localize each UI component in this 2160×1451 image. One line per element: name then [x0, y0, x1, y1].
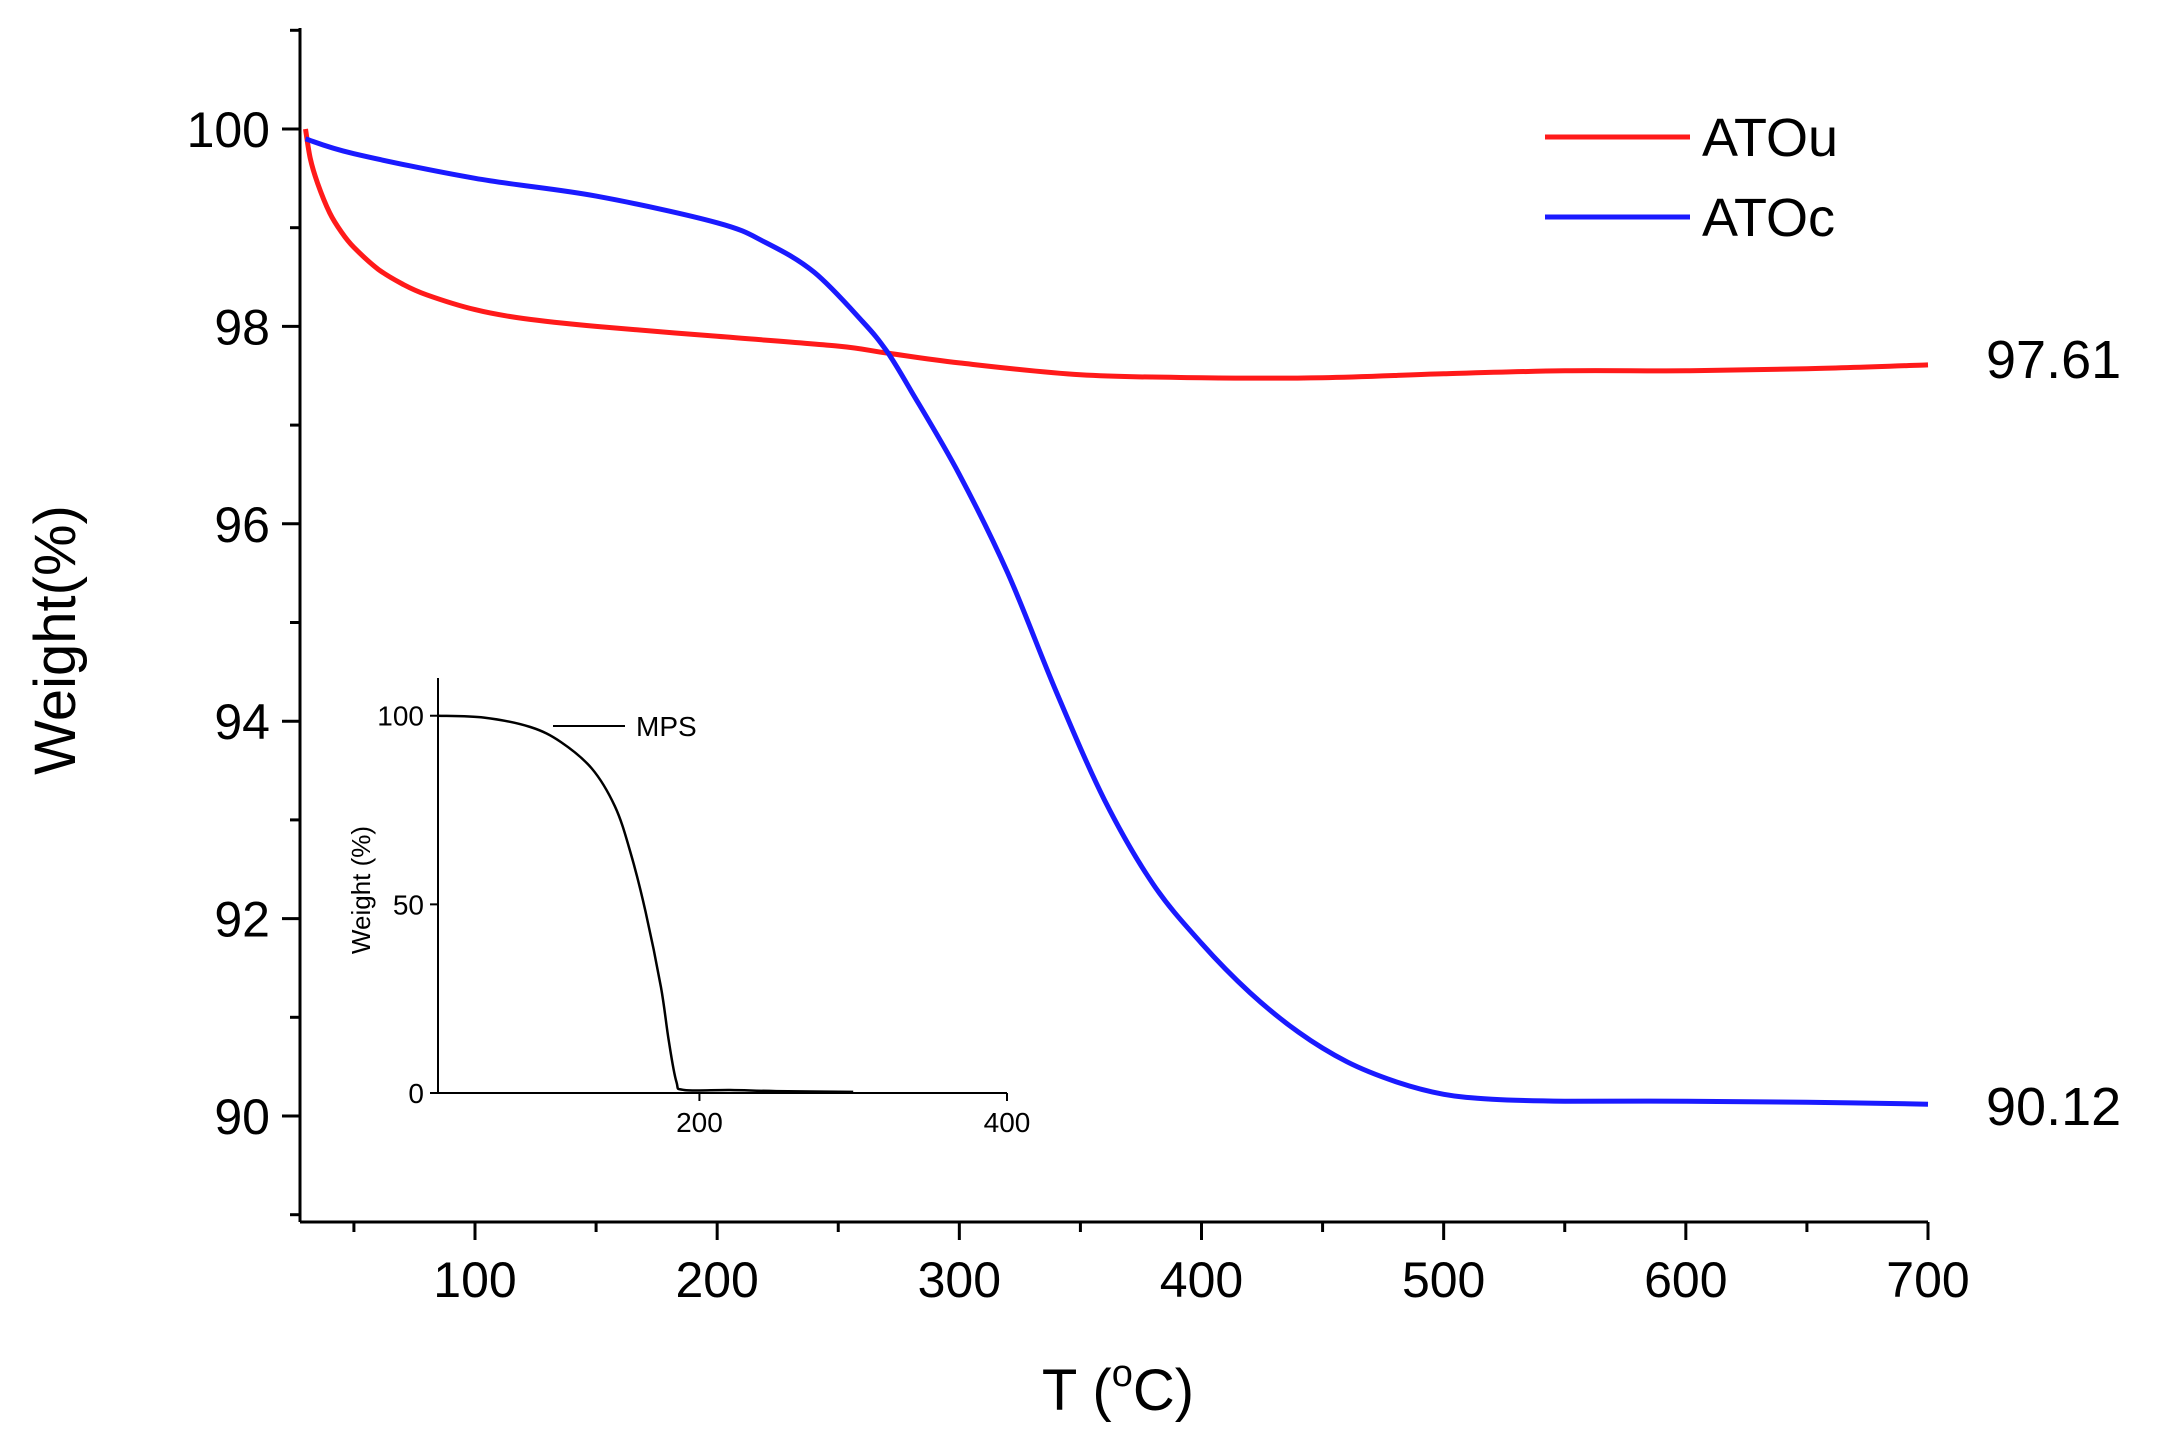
inset-y-tick-label: 0 — [408, 1078, 424, 1109]
inset-chart: 200 400 0 50 100 Weight (%) MPS — [346, 678, 1030, 1138]
x-tick-label: 400 — [1160, 1252, 1243, 1308]
y-tick-label: 92 — [214, 892, 270, 948]
y-tick-label: 94 — [214, 694, 270, 750]
x-tick-label: 500 — [1402, 1252, 1485, 1308]
x-axis-title-prefix: T ( — [1042, 1358, 1112, 1423]
x-tick-label: 100 — [433, 1252, 516, 1308]
inset-y-tick-label: 100 — [377, 701, 424, 732]
inset-y-ticks: 0 50 100 — [377, 701, 438, 1109]
end-label-atoc: 90.12 — [1986, 1077, 2121, 1137]
x-tick-label: 300 — [918, 1252, 1001, 1308]
x-tick-label: 700 — [1886, 1252, 1969, 1308]
y-axis-title: Weight(%) — [23, 505, 88, 775]
series-line-atoc — [304, 136, 1929, 1107]
inset-series-line-mps — [437, 714, 854, 1094]
inset-legend-label-mps: MPS — [636, 711, 697, 742]
series-line-atou — [303, 128, 1929, 381]
x-tick-label: 200 — [675, 1252, 758, 1308]
inset-y-tick-label: 50 — [393, 889, 424, 920]
legend-label-atou: ATOu — [1702, 108, 1838, 168]
x-axis-title: T (oC) — [1042, 1353, 1194, 1423]
inset-x-tick-label: 400 — [984, 1107, 1031, 1138]
series-layer — [303, 128, 1929, 1107]
inset-series-layer — [437, 714, 854, 1094]
y-ticks: 90 92 94 96 98 100 — [187, 28, 300, 1217]
inset-y-axis-title: Weight (%) — [346, 826, 376, 954]
degree-symbol: o — [1112, 1353, 1133, 1395]
end-label-atou: 97.61 — [1986, 330, 2121, 390]
inset-x-tick-label: 200 — [676, 1107, 723, 1138]
x-ticks: 100 200 300 400 500 600 700 — [352, 1222, 1970, 1308]
y-tick-label: 98 — [214, 299, 270, 355]
legend: ATOu ATOc — [1545, 108, 1838, 248]
y-tick-label: 96 — [214, 497, 270, 553]
x-axis-title-suffix: C) — [1133, 1358, 1194, 1423]
y-tick-label: 90 — [214, 1089, 270, 1145]
y-tick-label: 100 — [187, 102, 270, 158]
x-tick-label: 600 — [1644, 1252, 1727, 1308]
inset-x-ticks: 200 400 — [676, 1093, 1030, 1138]
legend-label-atoc: ATOc — [1702, 188, 1835, 248]
